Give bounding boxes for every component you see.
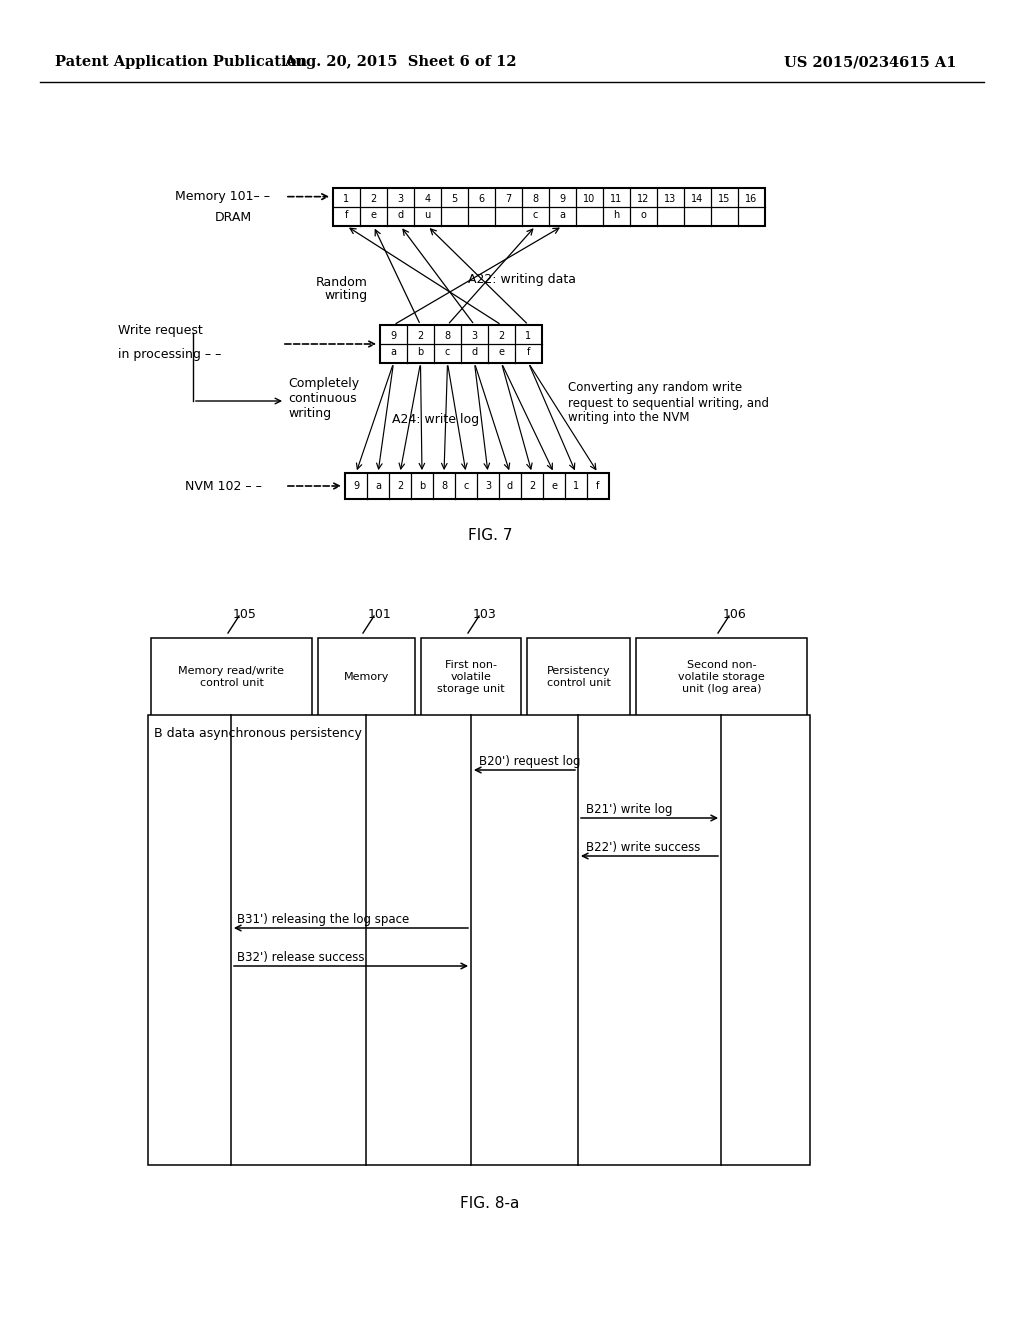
Bar	[380, 325, 542, 363]
Bar	[148, 715, 810, 1166]
Text: a: a	[375, 480, 381, 491]
Text: 103: 103	[473, 607, 497, 620]
Text: 7: 7	[506, 194, 512, 203]
Text: 2: 2	[371, 194, 377, 203]
Text: 1: 1	[573, 480, 579, 491]
Text: Completely: Completely	[288, 376, 359, 389]
Text: Aug. 20, 2015  Sheet 6 of 12: Aug. 20, 2015 Sheet 6 of 12	[284, 55, 516, 69]
Text: 16: 16	[745, 194, 758, 203]
Text: a: a	[559, 210, 565, 220]
Text: 2: 2	[418, 330, 424, 341]
Bar	[318, 638, 415, 715]
Text: c: c	[463, 480, 469, 491]
Text: Persistency
control unit: Persistency control unit	[547, 667, 610, 688]
Text: Memory read/write
control unit: Memory read/write control unit	[178, 667, 285, 688]
Text: 3: 3	[397, 194, 403, 203]
Text: B22') write success: B22') write success	[586, 842, 700, 854]
Text: 1: 1	[343, 194, 349, 203]
Text: 2: 2	[397, 480, 403, 491]
Text: 4: 4	[424, 194, 430, 203]
Text: 9: 9	[353, 480, 359, 491]
Text: B data asynchronous persistency: B data asynchronous persistency	[154, 726, 361, 739]
Text: continuous: continuous	[288, 392, 356, 404]
Text: 8: 8	[441, 480, 447, 491]
Text: 3: 3	[471, 330, 477, 341]
Text: Converting any random write: Converting any random write	[568, 381, 742, 395]
Text: d: d	[507, 480, 513, 491]
Text: B21') write log: B21') write log	[586, 804, 673, 817]
Text: 13: 13	[665, 194, 677, 203]
Text: writing into the NVM: writing into the NVM	[568, 412, 689, 425]
Text: 15: 15	[718, 194, 731, 203]
Text: Memory: Memory	[344, 672, 389, 682]
Text: Memory 101– –: Memory 101– –	[175, 190, 270, 203]
Text: 8: 8	[532, 194, 539, 203]
Text: c: c	[532, 210, 539, 220]
Text: US 2015/0234615 A1: US 2015/0234615 A1	[783, 55, 956, 69]
Text: FIG. 7: FIG. 7	[468, 528, 512, 543]
Text: 106: 106	[723, 607, 746, 620]
Text: Random: Random	[316, 276, 368, 289]
Text: NVM 102 – –: NVM 102 – –	[185, 479, 262, 492]
Text: 9: 9	[390, 330, 396, 341]
Text: f: f	[596, 480, 600, 491]
Text: e: e	[551, 480, 557, 491]
Text: 2: 2	[528, 480, 536, 491]
Text: b: b	[418, 347, 424, 358]
Text: First non-
volatile
storage unit: First non- volatile storage unit	[437, 660, 505, 693]
Text: 10: 10	[584, 194, 596, 203]
Text: 3: 3	[485, 480, 492, 491]
Text: B32') release success: B32') release success	[237, 950, 365, 964]
Text: b: b	[419, 480, 425, 491]
Text: Second non-
volatile storage
unit (log area): Second non- volatile storage unit (log a…	[678, 660, 765, 693]
Text: 11: 11	[610, 194, 623, 203]
Text: o: o	[641, 210, 646, 220]
Text: a: a	[390, 347, 396, 358]
Bar	[636, 638, 807, 715]
Text: A24: write log: A24: write log	[392, 413, 479, 426]
Text: A22: writing data: A22: writing data	[468, 273, 575, 286]
Text: f: f	[526, 347, 530, 358]
Text: 9: 9	[559, 194, 565, 203]
Bar	[333, 187, 765, 226]
Text: u: u	[424, 210, 431, 220]
Text: FIG. 8-a: FIG. 8-a	[461, 1196, 520, 1210]
Text: c: c	[444, 347, 451, 358]
Text: f: f	[345, 210, 348, 220]
Text: Patent Application Publication: Patent Application Publication	[55, 55, 307, 69]
Text: e: e	[499, 347, 505, 358]
Text: 1: 1	[525, 330, 531, 341]
Bar	[345, 473, 609, 499]
Text: 2: 2	[499, 330, 505, 341]
Bar	[527, 638, 630, 715]
Text: d: d	[471, 347, 477, 358]
Text: 105: 105	[233, 607, 257, 620]
Text: 12: 12	[637, 194, 649, 203]
Text: 101: 101	[368, 607, 392, 620]
Text: d: d	[397, 210, 403, 220]
Text: h: h	[613, 210, 620, 220]
Text: Write request: Write request	[118, 325, 203, 337]
Bar	[421, 638, 521, 715]
Text: B20') request log: B20') request log	[479, 755, 581, 768]
Text: 6: 6	[478, 194, 484, 203]
Text: writing: writing	[325, 289, 368, 302]
Bar	[151, 638, 312, 715]
Text: in processing – –: in processing – –	[118, 348, 221, 360]
Text: 8: 8	[444, 330, 451, 341]
Text: 5: 5	[452, 194, 458, 203]
Text: DRAM: DRAM	[214, 211, 252, 224]
Text: request to sequential writing, and: request to sequential writing, and	[568, 396, 769, 409]
Text: B31') releasing the log space: B31') releasing the log space	[237, 912, 410, 925]
Text: 14: 14	[691, 194, 703, 203]
Text: writing: writing	[288, 407, 331, 420]
Text: e: e	[371, 210, 377, 220]
